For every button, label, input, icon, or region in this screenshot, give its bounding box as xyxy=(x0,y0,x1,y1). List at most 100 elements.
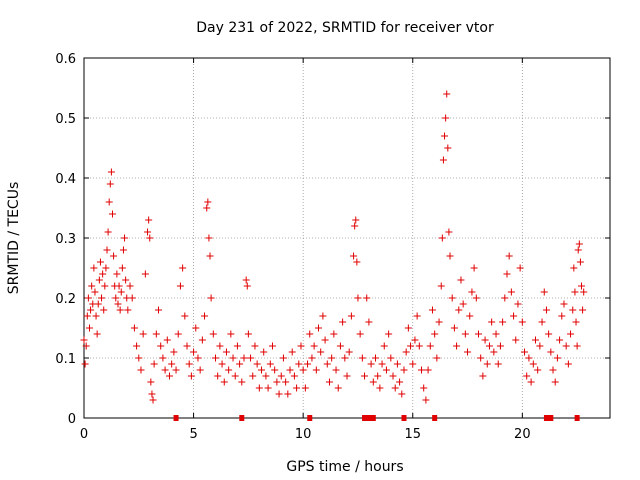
data-point xyxy=(479,372,487,380)
data-point xyxy=(238,378,246,386)
data-point xyxy=(328,354,336,362)
data-point xyxy=(212,354,219,362)
data-point xyxy=(93,330,101,338)
data-point xyxy=(534,366,542,374)
data-point xyxy=(203,204,211,212)
data-point xyxy=(251,342,259,350)
data-point xyxy=(398,390,406,398)
data-point xyxy=(567,330,575,338)
data-point xyxy=(564,360,572,368)
data-point xyxy=(87,306,95,314)
data-point xyxy=(198,336,206,344)
data-point xyxy=(385,330,393,338)
data-point xyxy=(556,336,564,344)
data-point xyxy=(159,354,167,362)
data-point xyxy=(139,330,147,338)
data-point xyxy=(490,348,498,356)
data-point xyxy=(290,372,298,380)
data-point xyxy=(422,396,430,404)
data-point xyxy=(354,294,362,302)
chart-title: Day 231 of 2022, SRMTID for receiver vto… xyxy=(196,20,494,36)
data-point xyxy=(540,288,548,296)
data-point xyxy=(468,288,476,296)
data-point xyxy=(206,252,214,260)
data-point xyxy=(496,342,504,350)
data-point xyxy=(312,366,320,374)
data-point xyxy=(387,354,395,362)
data-point xyxy=(503,270,511,278)
data-point xyxy=(163,336,171,344)
data-point xyxy=(85,324,93,332)
data-point xyxy=(445,228,453,236)
data-point xyxy=(220,378,228,386)
data-point xyxy=(433,354,441,362)
data-point xyxy=(83,312,91,320)
data-point xyxy=(411,336,419,344)
data-point xyxy=(214,372,222,380)
data-point xyxy=(157,342,165,350)
data-point xyxy=(573,342,581,350)
y-tick-label: 0.6 xyxy=(55,52,76,67)
ground-marker xyxy=(543,415,549,421)
data-point xyxy=(231,372,239,380)
data-point xyxy=(492,330,500,338)
ground-marker xyxy=(432,415,438,421)
data-point xyxy=(426,342,434,350)
y-tick-label: 0 xyxy=(68,412,76,427)
data-point xyxy=(365,318,373,326)
data-point xyxy=(351,222,359,230)
data-point xyxy=(216,342,224,350)
data-point xyxy=(525,354,533,362)
data-point xyxy=(553,354,561,362)
data-point xyxy=(325,378,333,386)
data-point xyxy=(441,132,449,140)
data-point xyxy=(413,312,421,320)
data-point xyxy=(207,294,215,302)
data-point xyxy=(510,312,518,320)
data-point xyxy=(420,384,428,392)
data-point xyxy=(155,306,163,314)
data-point xyxy=(247,354,255,362)
ground-marker xyxy=(173,415,179,421)
data-point xyxy=(124,306,132,314)
data-point xyxy=(347,312,355,320)
data-point xyxy=(378,360,386,368)
data-point xyxy=(148,390,156,398)
data-point xyxy=(262,372,270,380)
data-point xyxy=(99,270,107,278)
y-tick-label: 0.2 xyxy=(55,292,76,307)
data-point xyxy=(149,396,157,404)
data-point xyxy=(255,384,263,392)
data-point xyxy=(558,312,566,320)
data-point xyxy=(88,282,96,290)
data-point xyxy=(488,318,496,326)
data-point xyxy=(350,252,358,260)
data-point xyxy=(358,354,366,362)
data-point xyxy=(102,264,110,272)
data-point xyxy=(205,234,213,242)
data-point xyxy=(339,318,347,326)
y-tick-label: 0.3 xyxy=(55,232,76,247)
data-point xyxy=(94,300,102,308)
data-point xyxy=(457,276,465,284)
data-point xyxy=(361,372,369,380)
data-point xyxy=(428,306,436,314)
data-point xyxy=(110,252,118,260)
data-point xyxy=(549,366,557,374)
data-point xyxy=(407,342,415,350)
data-point xyxy=(128,294,136,302)
data-point xyxy=(122,276,130,284)
ground-marker xyxy=(362,415,368,421)
data-point xyxy=(470,264,478,272)
data-point xyxy=(341,354,349,362)
data-point xyxy=(551,378,559,386)
data-point xyxy=(112,294,120,302)
data-point xyxy=(545,330,553,338)
data-point xyxy=(209,330,217,338)
data-point xyxy=(152,330,160,338)
x-axis-label: GPS time / hours xyxy=(286,459,403,475)
data-point xyxy=(317,348,325,356)
data-point xyxy=(334,384,342,392)
y-tick-label: 0.1 xyxy=(55,352,76,367)
data-point xyxy=(310,342,318,350)
